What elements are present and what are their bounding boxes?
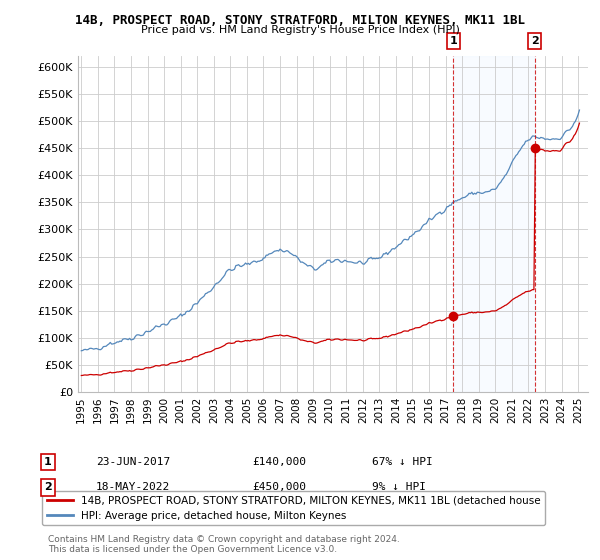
Text: 14B, PROSPECT ROAD, STONY STRATFORD, MILTON KEYNES, MK11 1BL: 14B, PROSPECT ROAD, STONY STRATFORD, MIL… bbox=[75, 14, 525, 27]
Text: 1: 1 bbox=[449, 36, 457, 46]
Bar bbox=[454, 56, 535, 392]
Text: 2: 2 bbox=[44, 482, 52, 492]
Text: 1: 1 bbox=[44, 457, 52, 467]
Text: Price paid vs. HM Land Registry's House Price Index (HPI): Price paid vs. HM Land Registry's House … bbox=[140, 25, 460, 35]
Text: 9% ↓ HPI: 9% ↓ HPI bbox=[372, 482, 426, 492]
Text: 2: 2 bbox=[531, 36, 539, 46]
Text: 18-MAY-2022: 18-MAY-2022 bbox=[96, 482, 170, 492]
Text: Contains HM Land Registry data © Crown copyright and database right 2024.
This d: Contains HM Land Registry data © Crown c… bbox=[48, 535, 400, 554]
Text: £140,000: £140,000 bbox=[252, 457, 306, 467]
Text: £450,000: £450,000 bbox=[252, 482, 306, 492]
Legend: 14B, PROSPECT ROAD, STONY STRATFORD, MILTON KEYNES, MK11 1BL (detached house, HP: 14B, PROSPECT ROAD, STONY STRATFORD, MIL… bbox=[43, 491, 545, 525]
Text: 67% ↓ HPI: 67% ↓ HPI bbox=[372, 457, 433, 467]
Text: 23-JUN-2017: 23-JUN-2017 bbox=[96, 457, 170, 467]
